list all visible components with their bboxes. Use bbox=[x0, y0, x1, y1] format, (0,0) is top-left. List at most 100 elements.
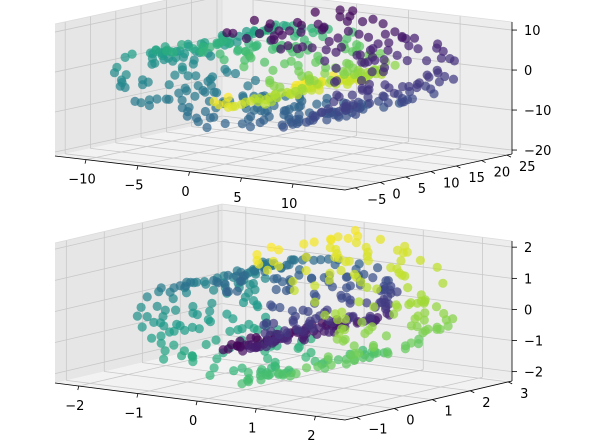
scatter-point bbox=[309, 289, 319, 299]
scatter-point bbox=[174, 88, 184, 98]
scatter-point bbox=[368, 14, 378, 24]
scatter-point bbox=[288, 276, 298, 286]
scatter-point bbox=[332, 90, 342, 100]
scatter-point bbox=[439, 308, 449, 319]
scatter-point bbox=[416, 290, 426, 300]
scatter-point bbox=[296, 27, 306, 37]
z-gridline bbox=[221, 209, 513, 248]
scatter-point bbox=[389, 309, 399, 319]
scatter-point bbox=[249, 15, 259, 25]
top-scatter-panel: −10 −5 0 5 10 −5 0 5 10 15 20 25−20 −10 0 10 bbox=[54, 0, 551, 212]
scatter-point bbox=[214, 38, 224, 49]
scatter-point bbox=[170, 70, 180, 80]
scatter-point bbox=[283, 41, 293, 51]
scatter-point bbox=[310, 297, 320, 307]
y-tick bbox=[506, 154, 512, 158]
scatter-point bbox=[324, 36, 334, 47]
scatter-point bbox=[333, 315, 343, 325]
scatter-point bbox=[241, 47, 251, 57]
x-tick bbox=[254, 408, 257, 413]
scatter-point bbox=[255, 117, 265, 128]
scatter-point bbox=[266, 300, 276, 310]
scatter-point bbox=[159, 354, 169, 364]
scatter-point bbox=[293, 343, 303, 353]
scatter-point bbox=[238, 297, 249, 308]
scatter-point bbox=[198, 85, 208, 96]
scatter-point bbox=[221, 287, 232, 297]
scatter-point bbox=[218, 345, 228, 355]
scatter-point bbox=[409, 33, 420, 43]
scatter-point bbox=[159, 321, 169, 331]
scatter-point bbox=[138, 80, 148, 90]
scatter-point bbox=[147, 333, 157, 343]
scatter-point bbox=[351, 109, 361, 119]
scatter-point bbox=[347, 90, 357, 100]
scatter-point bbox=[299, 239, 309, 249]
scatter-point bbox=[378, 19, 388, 29]
scatter-point bbox=[190, 91, 200, 101]
scatter-point bbox=[333, 355, 343, 365]
scatter-point bbox=[343, 26, 353, 36]
scatter-point bbox=[413, 44, 423, 54]
y-tick bbox=[394, 408, 399, 411]
x-tick bbox=[136, 165, 139, 170]
scatter-point bbox=[362, 298, 372, 308]
scatter-point bbox=[266, 35, 276, 45]
scatter-point bbox=[244, 319, 254, 329]
scatter-point bbox=[260, 273, 270, 283]
scatter-point bbox=[254, 259, 264, 269]
scatter-point bbox=[260, 57, 270, 67]
scatter-point bbox=[307, 85, 317, 95]
scatter-point bbox=[351, 238, 361, 248]
scatter-point bbox=[238, 346, 248, 356]
y-tick-label: 0 bbox=[406, 413, 414, 428]
z-gridline bbox=[252, 0, 513, 31]
scatter-point bbox=[230, 68, 241, 79]
scatter-point bbox=[308, 27, 318, 38]
floor-pane bbox=[55, 120, 512, 190]
scatter-point bbox=[383, 349, 393, 359]
z-tick-label: −1 bbox=[524, 335, 543, 350]
scatter-point bbox=[132, 311, 142, 321]
scatter-point bbox=[291, 368, 301, 379]
scatter-point bbox=[309, 112, 320, 122]
scatter-point bbox=[402, 56, 412, 66]
z-tick-label: 10 bbox=[524, 24, 541, 39]
x-gridline bbox=[256, 369, 424, 410]
scatter-point bbox=[252, 325, 263, 335]
scatter-point bbox=[375, 234, 386, 244]
scatter-point bbox=[398, 82, 408, 92]
x-tick-label: 1 bbox=[248, 422, 256, 437]
scatter-point bbox=[390, 60, 400, 70]
scatter-point bbox=[250, 75, 260, 86]
scatter-point bbox=[294, 270, 304, 280]
scatter-point bbox=[337, 293, 347, 303]
scatter-point bbox=[357, 85, 368, 95]
y-gridline bbox=[115, 142, 406, 178]
x-gridline bbox=[315, 376, 483, 417]
scatter-point bbox=[424, 72, 434, 82]
scatter-point bbox=[220, 118, 230, 129]
scatter-point bbox=[392, 302, 403, 312]
x-tick bbox=[77, 385, 80, 391]
scatter-point bbox=[348, 99, 358, 110]
scatter-point bbox=[378, 91, 388, 101]
pane-edge bbox=[54, 0, 169, 25]
scatter-point bbox=[402, 247, 412, 257]
scatter-point bbox=[321, 45, 331, 55]
z-tick-label: 2 bbox=[524, 241, 532, 256]
scatter-point bbox=[351, 272, 362, 282]
y-tick bbox=[456, 165, 461, 169]
scatter-point bbox=[274, 330, 284, 340]
floor-pane bbox=[55, 344, 512, 420]
scatter-point bbox=[324, 327, 334, 337]
scatter-point bbox=[223, 270, 233, 280]
scatter-point bbox=[354, 29, 364, 39]
scatter-point bbox=[164, 327, 175, 337]
scatter-point bbox=[241, 33, 252, 44]
x-tick-label: 0 bbox=[181, 185, 189, 200]
scatter-point bbox=[263, 336, 274, 346]
scatter-point bbox=[307, 274, 317, 284]
scatter-point bbox=[177, 62, 187, 72]
scatter-point bbox=[152, 94, 162, 104]
